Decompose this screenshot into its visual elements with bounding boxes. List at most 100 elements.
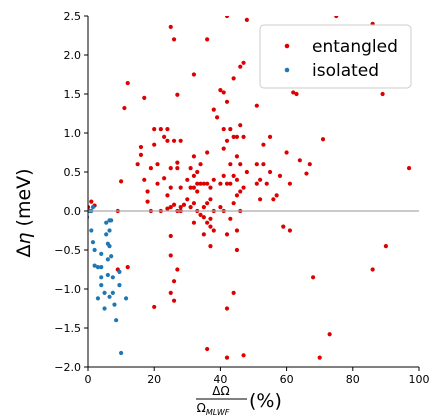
entangled-point (274, 193, 279, 198)
entangled-point (168, 185, 173, 190)
isolated-point (102, 290, 107, 295)
entangled-point (188, 185, 193, 190)
entangled-point (258, 177, 263, 182)
entangled-point (162, 134, 167, 139)
entangled-point (267, 169, 273, 175)
entangled-point (178, 205, 183, 210)
entangled-point (208, 197, 213, 202)
entangled-point (211, 228, 216, 233)
x-tick-label: 40 (213, 373, 227, 386)
isolated-point (107, 228, 112, 233)
entangled-point (191, 154, 197, 159)
entangled-point (178, 185, 183, 190)
entangled-point (195, 181, 200, 186)
entangled-point (148, 166, 153, 171)
y-tick-label: 1.0 (64, 127, 82, 140)
isolated-point (92, 247, 97, 253)
y-tick-label: 2.0 (64, 49, 82, 62)
entangled-point (224, 99, 230, 104)
isolated-point (102, 306, 107, 311)
x-tick-label: 60 (280, 373, 294, 386)
entangled-point (238, 64, 243, 69)
legend-label-entangled: entangled (312, 37, 398, 57)
entangled-point (234, 247, 240, 253)
entangled-point (175, 267, 180, 272)
isolated-point (112, 302, 117, 307)
legend-label-isolated: isolated (312, 61, 379, 81)
x-tick-label: 80 (346, 373, 360, 386)
entangled-point (234, 193, 240, 198)
entangled-point (334, 16, 339, 19)
isolated-point (123, 296, 129, 301)
entangled-point (231, 201, 236, 206)
entangled-point (211, 107, 216, 112)
entangled-point (224, 16, 230, 19)
entangled-point (191, 173, 197, 178)
entangled-point (142, 177, 147, 182)
legend-marker-isolated (284, 67, 290, 73)
entangled-point (234, 228, 240, 233)
entangled-point (181, 202, 187, 207)
entangled-point (201, 215, 206, 220)
entangled-point (171, 37, 177, 42)
entangled-point (241, 185, 246, 190)
y-axis-label-prefix: Δ (13, 245, 35, 258)
y-tick-label: 2.5 (64, 10, 82, 23)
entangled-point (168, 253, 173, 258)
y-tick-label: 0.5 (64, 166, 82, 179)
entangled-point (241, 353, 246, 358)
plot-area (88, 16, 412, 360)
entangled-point (165, 127, 170, 132)
entangled-point (238, 123, 243, 128)
entangled-point (261, 142, 266, 147)
entangled-point (241, 134, 246, 139)
entangled-point (162, 176, 167, 181)
entangled-point (228, 216, 233, 221)
y-tick-label: −1.5 (54, 322, 81, 335)
entangled-point (383, 244, 388, 249)
entangled-point (277, 173, 283, 178)
entangled-point (271, 197, 276, 202)
x-tick-label: 0 (85, 373, 92, 386)
entangled-point (221, 173, 226, 178)
entangled-point (122, 105, 127, 111)
entangled-point (370, 267, 375, 272)
entangled-point (175, 166, 180, 171)
entangled-point (205, 37, 210, 42)
entangled-point (264, 181, 269, 186)
entangled-point (244, 169, 249, 175)
entangled-point (119, 179, 124, 184)
entangled-point (168, 290, 173, 295)
x-axis-label-denominator-symbol: Ω (197, 401, 206, 415)
entangled-point (155, 162, 160, 167)
entangled-point (287, 228, 293, 233)
entangled-point (205, 150, 210, 155)
entangled-point (208, 185, 213, 190)
entangled-point (238, 189, 243, 194)
tick-labels: 0 20 40 60 80 100 −2.0 −1.5 −1.0 −0.5 0.0 0.5 1.0 1.5… (54, 10, 429, 386)
entangled-point (165, 206, 170, 211)
y-axis-label: Δη (meV) (13, 168, 35, 257)
entangled-point (191, 220, 197, 225)
x-axis-label-suffix: (%) (249, 390, 282, 412)
entangled-point (228, 181, 233, 186)
isolated-point (117, 269, 122, 274)
entangled-point (406, 166, 412, 171)
entangled-point (125, 265, 130, 270)
entangled-point (267, 134, 273, 139)
entangled-point (185, 177, 190, 182)
entangled-point (291, 90, 296, 95)
entangled-point (287, 181, 293, 186)
entangled-point (317, 355, 322, 360)
entangled-point (145, 189, 150, 194)
entangled-point (188, 166, 193, 171)
isolated-point (110, 275, 115, 280)
entangled-point (138, 144, 144, 150)
entangled-point (191, 185, 197, 190)
entangled-point (205, 181, 210, 186)
entangled-point (198, 181, 203, 186)
entangled-point (88, 205, 91, 210)
entangled-point (152, 142, 157, 147)
isolated-point (107, 244, 112, 249)
entangled-point (224, 232, 230, 237)
